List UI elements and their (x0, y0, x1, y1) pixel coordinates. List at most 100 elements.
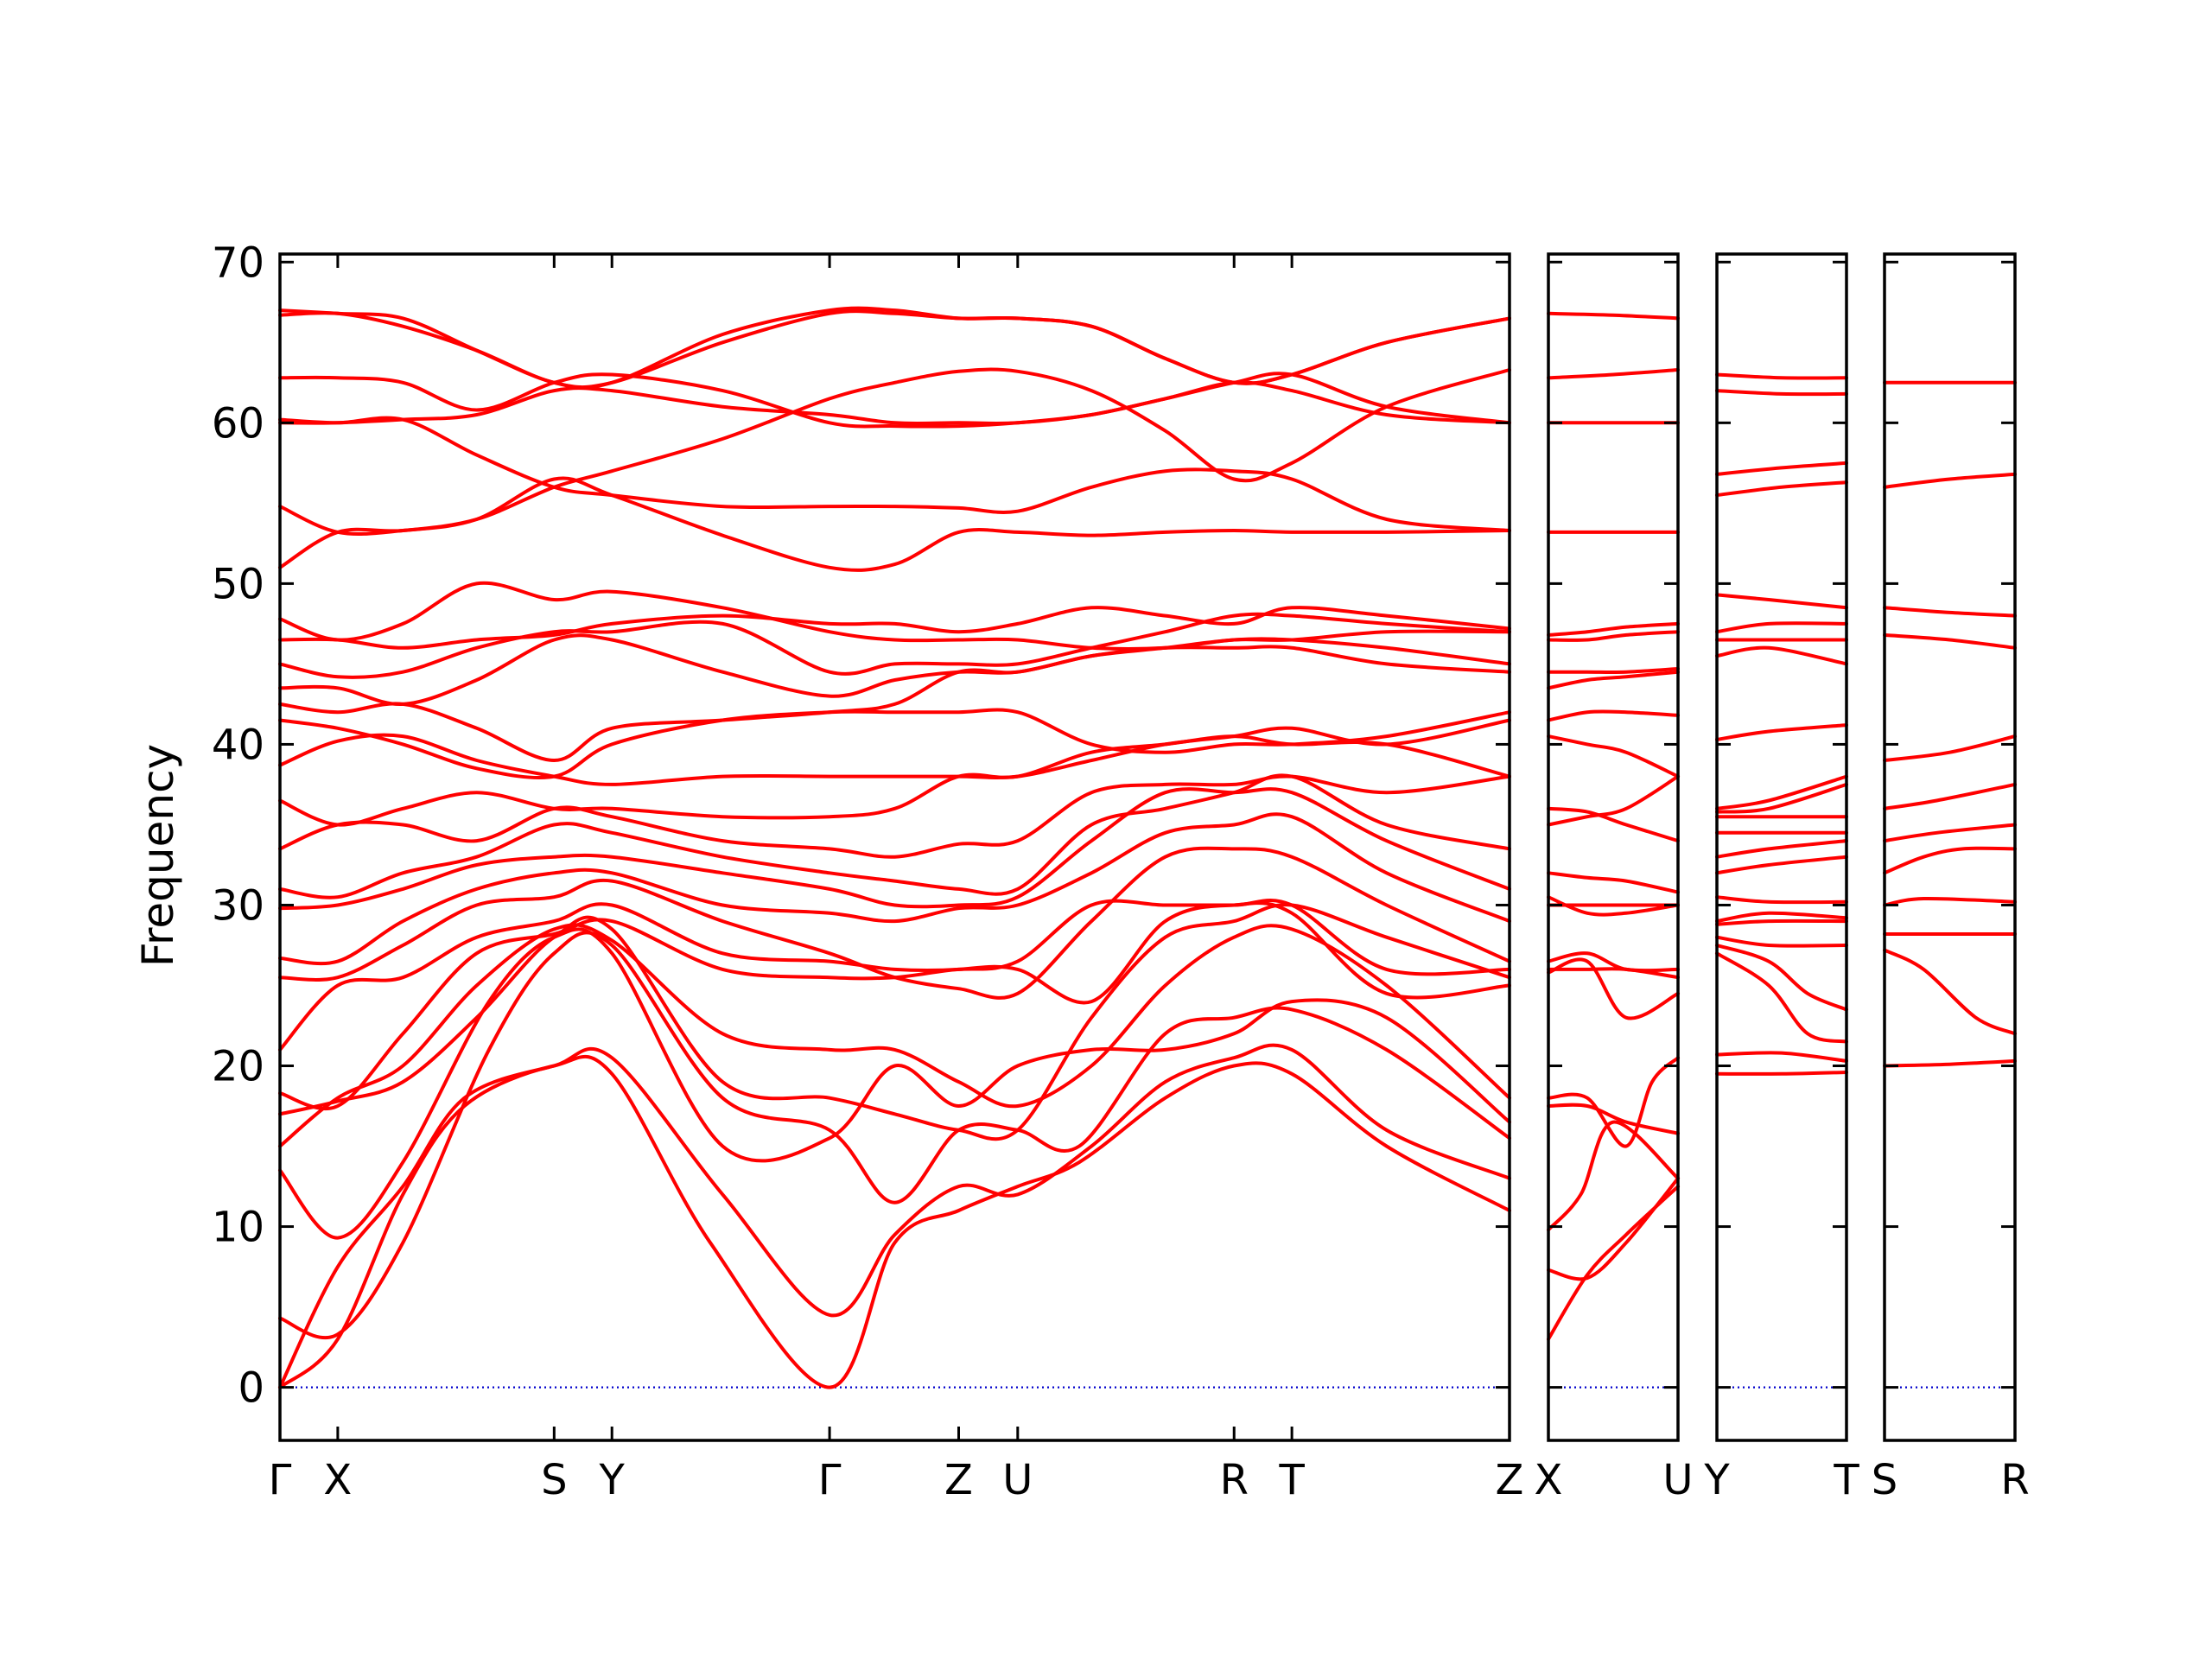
band-line-12 (1547, 774, 1680, 827)
band-line-9 (1883, 632, 2017, 650)
y-tick-label: 0 (238, 1364, 264, 1413)
band-line-22 (1715, 389, 1848, 397)
band-line-2 (278, 1043, 1511, 1389)
band-line-10 (1883, 606, 2017, 618)
y-tick-label: 10 (212, 1204, 264, 1252)
band-line-8 (1883, 734, 2017, 762)
x-tick-label: R (2000, 1456, 2029, 1504)
band-line-26 (278, 372, 1511, 429)
panel-frame (1547, 252, 1680, 1442)
band-line-4 (1547, 1103, 1680, 1135)
x-tick-label: T (1278, 1456, 1305, 1504)
band-line-5 (1883, 846, 2017, 875)
band-line-7 (1547, 951, 1680, 973)
band-line-2 (1883, 948, 2017, 1036)
band-line-13 (1715, 782, 1848, 814)
band-line-4 (278, 927, 1511, 1240)
band-line-7 (1715, 911, 1848, 924)
band-line-20 (278, 606, 1511, 650)
band-line-20 (1715, 480, 1848, 498)
band-line-27 (278, 309, 1511, 390)
band-line-3 (1715, 951, 1848, 1044)
band-line-25 (278, 372, 1511, 426)
band-line-15 (278, 718, 1511, 786)
band-line-16 (1715, 645, 1848, 666)
x-tick-label: X (1535, 1456, 1563, 1504)
band-line-2 (1715, 1051, 1848, 1063)
band-line-3 (1547, 1120, 1680, 1232)
band-line-9 (278, 846, 1511, 1000)
band-line-23 (278, 476, 1511, 572)
band-line-9 (1715, 855, 1848, 875)
x-tick-label: X (323, 1456, 352, 1504)
band-line-5 (1715, 935, 1848, 948)
band-line-22 (1547, 368, 1680, 380)
band-line-1 (1883, 1058, 2017, 1068)
band-line-23 (1547, 311, 1680, 321)
band-line-14 (1715, 774, 1848, 810)
x-tick-label: U (1662, 1456, 1693, 1504)
band-line-3 (278, 931, 1511, 1340)
band-line-6 (1547, 957, 1680, 1020)
band-line-19 (1715, 593, 1848, 610)
panel-frame (1715, 252, 1848, 1442)
band-line-6 (1883, 823, 2017, 843)
band-line-13 (278, 774, 1511, 859)
band-line-6 (278, 903, 1511, 1141)
band-line-8 (1715, 895, 1848, 905)
band-line-1 (1715, 1071, 1848, 1076)
x-tick-label: T (1833, 1456, 1859, 1504)
band-line-17 (278, 645, 1511, 762)
band-line-13 (1547, 806, 1680, 843)
band-line-8 (278, 898, 1511, 1052)
band-line-1 (278, 1055, 1511, 1389)
x-tick-label: Y (1703, 1456, 1730, 1504)
band-line-11 (278, 787, 1511, 911)
band-line-23 (1715, 372, 1848, 380)
band-line-10 (1715, 839, 1848, 859)
band-line-6 (1715, 918, 1848, 926)
band-line-14 (278, 734, 1511, 827)
x-tick-label: R (1220, 1456, 1249, 1504)
band-line-24 (278, 416, 1511, 532)
x-tick-label: Γ (269, 1456, 292, 1504)
x-tick-label: Γ (818, 1456, 842, 1504)
band-line-5 (278, 923, 1511, 1148)
x-tick-label: S (1872, 1456, 1897, 1504)
x-tick-label: S (541, 1456, 567, 1504)
y-tick-label: 30 (212, 881, 264, 930)
y-tick-label: 60 (212, 399, 264, 448)
panel-frame (278, 252, 1511, 1442)
band-line-16 (1547, 670, 1680, 690)
band-line-15 (1547, 709, 1680, 722)
y-tick-label: 40 (212, 721, 264, 769)
band-line-21 (278, 581, 1511, 651)
band-line-18 (278, 633, 1511, 706)
band-line-18 (1547, 630, 1680, 642)
band-line-18 (1715, 621, 1848, 634)
y-tick-label: 20 (212, 1043, 264, 1091)
band-line-17 (1547, 667, 1680, 674)
band-line-2 (1547, 1176, 1680, 1281)
y-tick-label: 50 (212, 560, 264, 608)
panel-frame (1883, 252, 2017, 1442)
band-line-4 (1883, 896, 2017, 907)
band-line-16 (278, 708, 1511, 780)
band-line-5 (1547, 1056, 1680, 1148)
x-tick-label: Y (599, 1456, 626, 1504)
band-line-4 (1715, 944, 1848, 1012)
band-line-8 (1547, 967, 1680, 980)
x-tick-label: Z (1496, 1456, 1524, 1504)
x-tick-label: Z (944, 1456, 973, 1504)
band-line-21 (1715, 461, 1848, 476)
band-line-19 (1547, 621, 1680, 637)
band-line-14 (1547, 734, 1680, 779)
band-line-28 (278, 306, 1511, 390)
x-tick-label: U (1002, 1456, 1033, 1504)
y-axis-title: Frequency (133, 744, 183, 967)
